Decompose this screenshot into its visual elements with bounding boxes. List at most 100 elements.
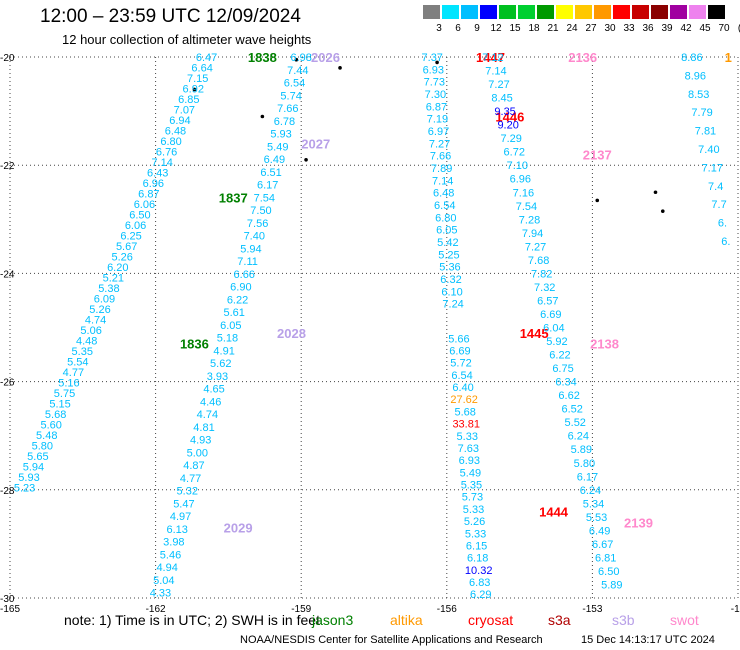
mission-label: jason3 [312, 612, 354, 628]
wave-height-value: 5.49 [267, 141, 288, 153]
wave-height-value: 6.67 [592, 539, 613, 551]
lat-tick-label: -22 [0, 161, 15, 172]
wave-height-value: 7.40 [698, 144, 719, 156]
wave-height-value: 5.47 [173, 498, 194, 510]
wave-height-value: 6.22 [549, 350, 570, 362]
wave-height-value: 5.33 [465, 528, 486, 540]
wave-height-value: 6.72 [504, 147, 525, 159]
wave-height-value: 5.36 [439, 262, 460, 274]
pass-time-label: 2138 [590, 337, 619, 352]
wave-height-value: 6.29 [470, 589, 491, 601]
pass-time-label: 2026 [311, 50, 340, 65]
pass-time-label: 1444 [539, 504, 569, 519]
wave-height-value: 10.32 [465, 565, 493, 577]
wave-height-value: 6.15 [466, 540, 487, 552]
wave-height-value: 5.16 [58, 378, 79, 390]
scale-label: 12 [490, 23, 502, 34]
wave-height-value: 6.76 [156, 147, 177, 159]
scale-swatch [670, 5, 687, 19]
wave-height-value: 5.25 [438, 249, 459, 261]
wave-height-value: 6.50 [129, 210, 150, 222]
island-marker [260, 114, 265, 119]
wave-height-value: 7.94 [522, 228, 543, 240]
wave-height-value: 5.42 [437, 237, 458, 249]
wave-height-value: 6.69 [449, 346, 470, 358]
wave-height-value: 5.73 [462, 492, 483, 504]
map-subtitle: 12 hour collection of altimeter wave hei… [62, 32, 312, 47]
island-marker [653, 190, 658, 195]
wave-height-value: 6.62 [558, 390, 579, 402]
wave-height-value: 8.53 [688, 89, 709, 101]
wave-height-value: 4.74 [85, 315, 106, 327]
island-marker [435, 60, 439, 65]
wave-height-value: 6.87 [426, 101, 447, 113]
wave-height-value: 6.90 [230, 282, 251, 294]
scale-label: 45 [699, 23, 711, 34]
lon-tick-label: -15 [731, 604, 740, 615]
wave-height-value: 7.54 [516, 201, 537, 213]
wave-height-value: 6.93 [423, 64, 444, 76]
scale-label: 18 [528, 23, 540, 34]
wave-height-value: 6.87 [138, 189, 159, 201]
wave-height-value: 7.37 [422, 52, 443, 64]
wave-height-value: 7.66 [430, 151, 451, 163]
wave-height-value: 7.27 [488, 79, 509, 91]
scale-label: 21 [547, 23, 559, 34]
lat-tick-label: -28 [0, 486, 15, 497]
wave-height-value: 3.93 [207, 371, 228, 383]
wave-height-value: 7.40 [244, 231, 265, 243]
lat-tick-label: -26 [0, 378, 15, 389]
wave-height-value: 6.54 [284, 78, 305, 90]
wave-height-value: 6.47 [196, 52, 217, 64]
wave-height-value: 7.27 [525, 241, 546, 253]
wave-height-value: 5.93 [18, 472, 39, 484]
wave-height-value: 4.33 [150, 588, 171, 600]
island-marker [595, 198, 600, 203]
wave-height-value: 5.89 [571, 444, 592, 456]
island-marker [192, 87, 197, 92]
wave-height-value: 5.48 [36, 430, 57, 442]
wave-height-value: 4.74 [197, 409, 218, 421]
wave-height-value: 7.32 [534, 282, 555, 294]
map-title: 12:00 – 23:59 UTC 12/09/2024 [40, 6, 301, 27]
wave-height-value: 6.48 [433, 188, 454, 200]
wave-height-value: 6.85 [178, 94, 199, 106]
wave-height-value: 7.17 [702, 162, 723, 174]
wave-height-value: 5.60 [40, 420, 61, 432]
wave-height-value: 5.00 [187, 447, 208, 459]
wave-height-value: 3.98 [163, 537, 184, 549]
wave-height-value: 6.32 [440, 274, 461, 286]
wave-height-value: 6.80 [160, 136, 181, 148]
wave-height-value: 7.44 [287, 65, 308, 77]
scale-unit: (ft) [731, 23, 740, 34]
scale-swatch [632, 5, 649, 19]
wave-height-value: 5.67 [116, 241, 137, 253]
pass-time-label: 1838 [248, 50, 277, 65]
wave-height-value: 5.06 [80, 325, 101, 337]
scale-label: 39 [661, 23, 673, 34]
mission-label: cryosat [468, 612, 514, 628]
pass-time-label: 2027 [301, 137, 330, 152]
scale-swatch [689, 5, 706, 19]
pass-time-label: 1445 [520, 326, 549, 341]
wave-height-value: 6.83 [469, 577, 490, 589]
wave-height-value: 5.52 [565, 417, 586, 429]
wave-height-value: 7.54 [254, 192, 275, 204]
wave-height-value: 5.61 [223, 307, 244, 319]
pass-time-label: 2137 [583, 147, 612, 162]
wave-height-value: 5.66 [448, 333, 469, 345]
wave-height-value: 5.80 [574, 458, 595, 470]
wave-height-value: 6.17 [257, 180, 278, 192]
scale-label: 42 [680, 23, 692, 34]
island-marker [338, 66, 342, 70]
wave-height-value: 6.96 [143, 178, 164, 190]
wave-height-value: 6.94 [169, 115, 190, 127]
lon-tick-label: -159 [291, 604, 311, 615]
wave-height-value: 5.92 [546, 336, 567, 348]
scale-label: 70 [718, 23, 730, 34]
lat-tick-label: -24 [0, 269, 15, 280]
mission-label: s3a [548, 612, 571, 628]
lon-tick-label: -153 [582, 604, 602, 615]
wave-height-value: 6.24 [580, 485, 601, 497]
wave-height-value: 7.12 [482, 52, 503, 64]
